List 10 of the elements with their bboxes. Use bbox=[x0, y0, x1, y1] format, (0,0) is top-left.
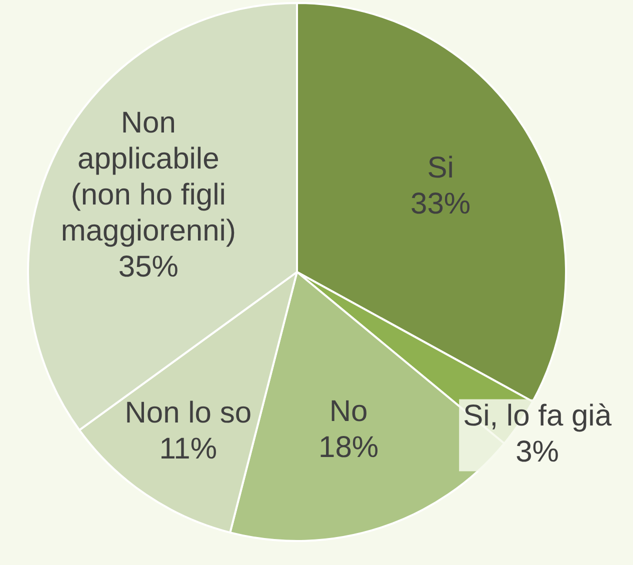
slice-label: Si, lo fa già bbox=[463, 400, 612, 433]
data-label: 11% bbox=[159, 432, 218, 466]
data-label: 3% bbox=[516, 436, 559, 469]
data-label: 18% bbox=[318, 430, 379, 464]
slice-label: Non applicabile (non ho figli maggiorenni) bbox=[60, 106, 236, 248]
slice-label: Non lo so bbox=[124, 396, 252, 430]
slice-label: Si bbox=[427, 151, 454, 184]
slice-label: No bbox=[329, 394, 368, 428]
data-label: 35% bbox=[118, 250, 178, 284]
data-label: 33% bbox=[410, 187, 471, 220]
